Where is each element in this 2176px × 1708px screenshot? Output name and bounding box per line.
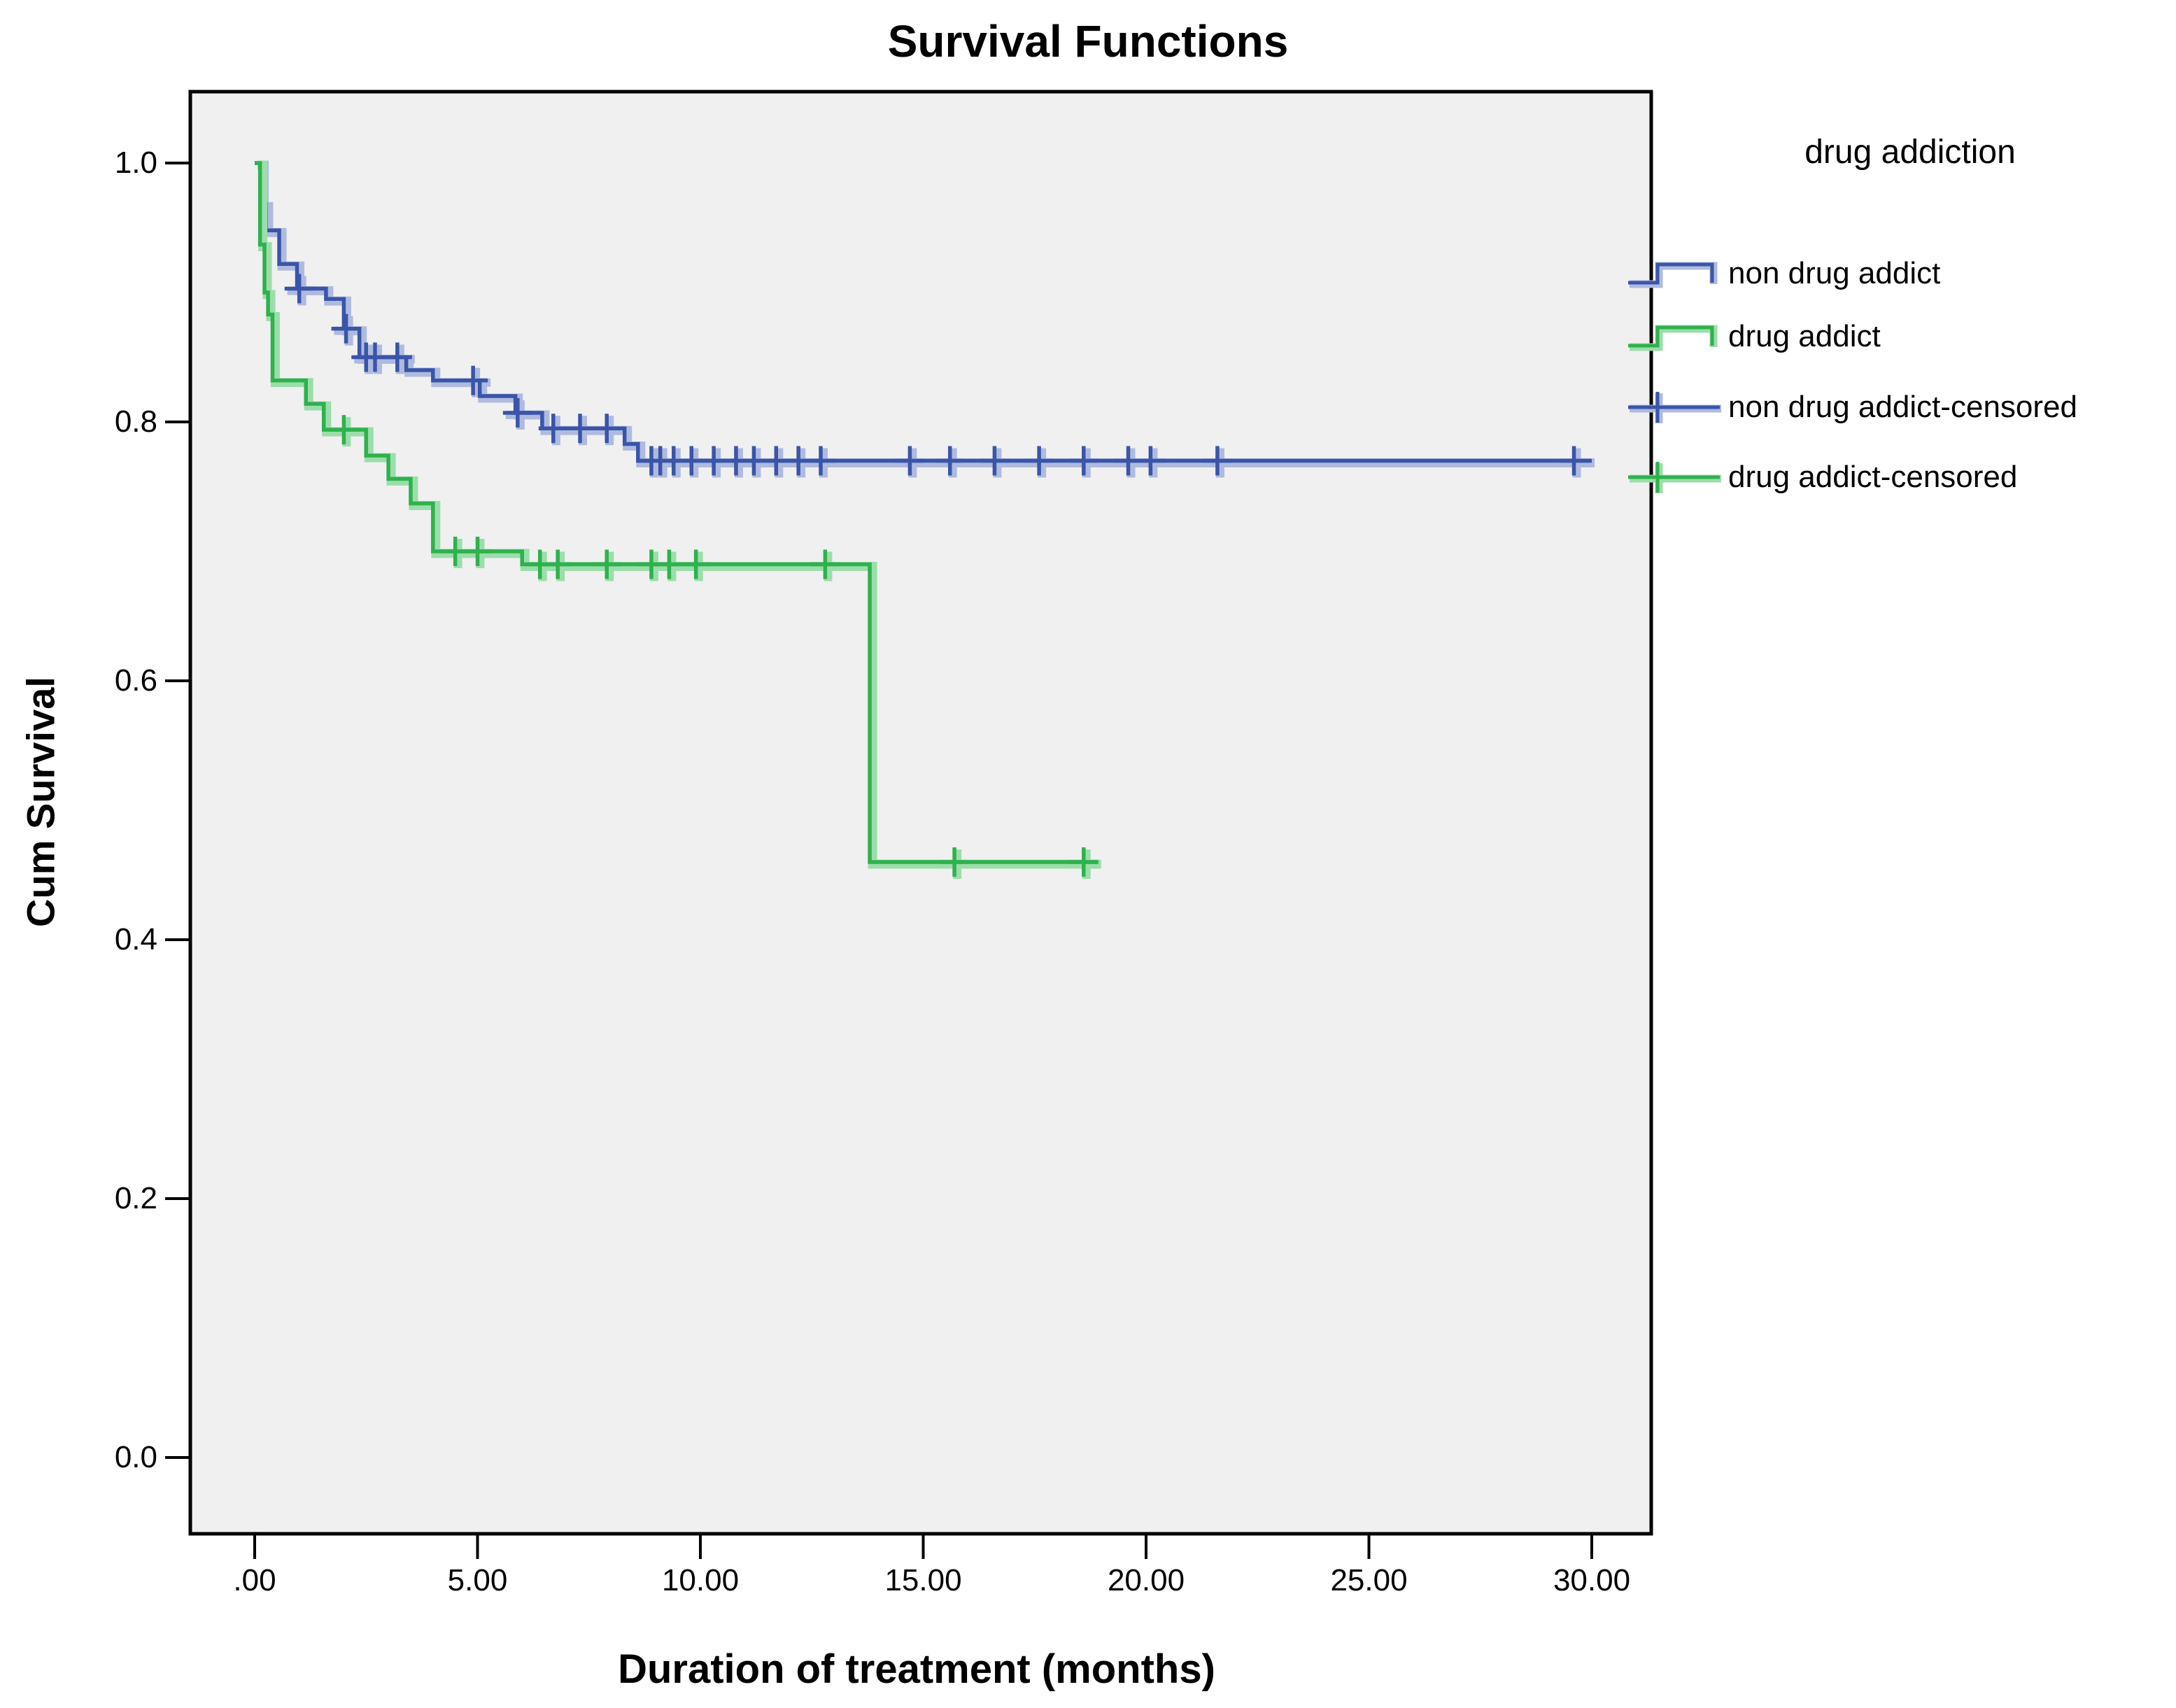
x-tick-label: 15.00 bbox=[884, 1563, 962, 1597]
censor-marks bbox=[329, 415, 1098, 877]
censor-halo bbox=[287, 276, 1592, 478]
step-line-icon bbox=[1628, 262, 1718, 288]
y-tick-label: 0.4 bbox=[114, 922, 157, 957]
legend-label: non drug addict bbox=[1728, 256, 1941, 290]
legend-label: drug addict-censored bbox=[1728, 460, 2018, 494]
censored-plus-icon bbox=[1628, 462, 1721, 493]
y-tick-label: 0.0 bbox=[114, 1440, 157, 1474]
censored-plus-icon bbox=[1628, 392, 1721, 423]
y-axis-title: Cum Survival bbox=[18, 677, 63, 927]
legend-title: drug addiction bbox=[1804, 134, 2016, 171]
x-tick-label: 30.00 bbox=[1553, 1563, 1631, 1597]
x-tick-label: 25.00 bbox=[1330, 1563, 1408, 1597]
x-axis-title: Duration of treatment (months) bbox=[618, 1646, 1215, 1692]
y-tick-label: 0.2 bbox=[114, 1181, 157, 1215]
legend-row-drug-addict: drug addict bbox=[1627, 319, 1881, 354]
legend-label: drug addict bbox=[1728, 319, 1881, 353]
plot-area bbox=[188, 90, 1653, 1536]
censor-marks bbox=[284, 274, 1589, 476]
censor-halo bbox=[332, 417, 1101, 879]
x-tick-label: 5.00 bbox=[447, 1563, 508, 1597]
step-line-icon bbox=[1628, 325, 1718, 351]
legend-row-non-drug-addict: non drug addict bbox=[1627, 256, 1940, 291]
chart-title: Survival Functions bbox=[887, 16, 1289, 66]
legend-label: non drug addict-censored bbox=[1728, 390, 2077, 424]
y-tick-label: 1.0 bbox=[114, 146, 157, 180]
y-tick-label: 0.8 bbox=[114, 404, 157, 439]
x-tick-label: .00 bbox=[233, 1563, 276, 1597]
x-tick-label: 20.00 bbox=[1107, 1563, 1185, 1597]
legend-row-drug-addict-censored: drug addict-censored bbox=[1627, 460, 2017, 495]
y-tick-label: 0.6 bbox=[114, 663, 157, 698]
series-drug-addict bbox=[255, 160, 1101, 879]
series-non-drug-addict bbox=[255, 160, 1595, 478]
x-tick-label: 10.00 bbox=[661, 1563, 740, 1597]
legend-row-non-drug-addict-censored: non drug addict-censored bbox=[1627, 390, 2077, 425]
